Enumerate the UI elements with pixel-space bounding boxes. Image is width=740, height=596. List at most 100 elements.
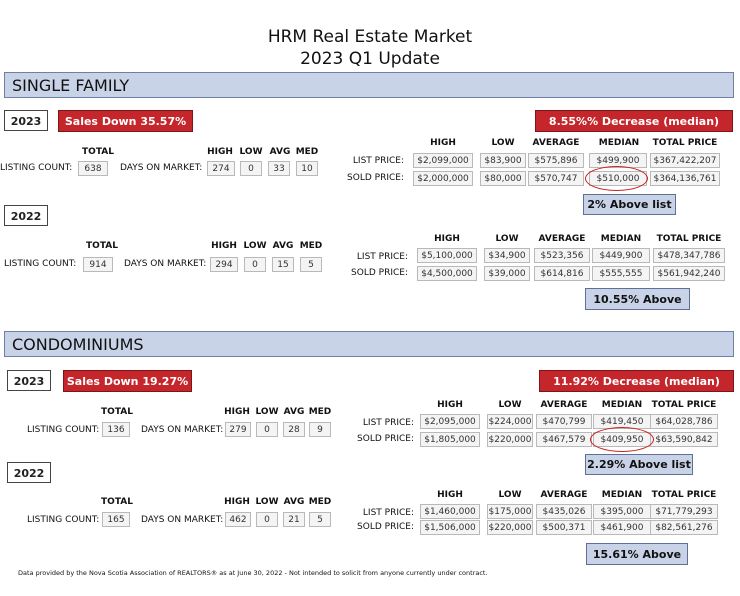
list-price-label: LIST PRICE:	[362, 508, 414, 518]
header-price-low: LOW	[498, 490, 522, 500]
above-note: 15.61% Above	[586, 543, 688, 565]
dom-high: 294	[210, 257, 238, 272]
header-total: TOTAL	[101, 497, 133, 507]
dom-med: 10	[296, 161, 318, 176]
dom-med: 5	[300, 257, 322, 272]
sold-median: $555,555	[592, 266, 650, 281]
sold-price-label: SOLD PRICE:	[357, 522, 414, 532]
listing-count-label: LISTING COUNT:	[27, 425, 100, 435]
days-on-market-label: DAYS ON MARKET:	[141, 425, 224, 435]
header-total: TOTAL	[86, 241, 118, 251]
sold-total: $364,136,761	[650, 171, 720, 186]
sold-high: $1,805,000	[420, 432, 480, 447]
list-total: $64,028,786	[650, 414, 718, 429]
header-med: MED	[295, 147, 319, 157]
dom-low: 0	[240, 161, 262, 176]
sales-down-badge: Sales Down 35.57%	[58, 110, 193, 132]
header-price-total: TOTAL PRICE	[651, 400, 717, 410]
list-average: $575,896	[528, 153, 584, 168]
header-avg: AVG	[272, 241, 294, 251]
sold-total: $63,590,842	[650, 432, 718, 447]
listing-count-label: LISTING COUNT:	[27, 515, 100, 525]
dom-med: 5	[309, 512, 331, 527]
dom-high: 462	[225, 512, 251, 527]
listing-count-value: 638	[78, 161, 108, 176]
header-price-average: AVERAGE	[538, 234, 586, 244]
sold-average: $570,747	[528, 171, 584, 186]
section-heading-single-family: SINGLE FAMILY	[4, 72, 734, 98]
dom-avg: 33	[268, 161, 290, 176]
listing-count-value: 914	[83, 257, 113, 272]
sales-down-badge: Sales Down 19.27%	[63, 370, 192, 392]
sold-low: $220,000	[487, 520, 533, 535]
header-price-average: AVERAGE	[540, 490, 588, 500]
list-median: $449,900	[592, 248, 650, 263]
sold-high: $1,506,000	[420, 520, 480, 535]
list-low: $83,900	[480, 153, 526, 168]
dom-high: 279	[225, 422, 251, 437]
header-price-low: LOW	[498, 400, 522, 410]
list-average: $435,026	[536, 504, 592, 519]
year-label-2023: 2023	[7, 370, 51, 391]
header-price-high: HIGH	[437, 400, 463, 410]
listing-count-value: 136	[102, 422, 130, 437]
header-high: HIGH	[224, 407, 250, 417]
header-price-total: TOTAL PRICE	[651, 490, 717, 500]
median-highlight-circle	[585, 166, 648, 191]
sold-price-label: SOLD PRICE:	[357, 434, 414, 444]
dom-avg: 21	[283, 512, 305, 527]
header-high: HIGH	[207, 147, 233, 157]
header-price-median: MEDIAN	[598, 138, 640, 148]
sold-low: $80,000	[480, 171, 526, 186]
list-average: $470,799	[536, 414, 592, 429]
sold-median: $461,900	[593, 520, 651, 535]
list-average: $523,356	[534, 248, 590, 263]
header-price-low: LOW	[495, 234, 519, 244]
header-avg: AVG	[283, 407, 305, 417]
sold-average: $614,816	[534, 266, 590, 281]
list-price-label: LIST PRICE:	[352, 156, 404, 166]
sold-average: $467,579	[536, 432, 592, 447]
header-low: LOW	[255, 497, 279, 507]
sold-total: $561,942,240	[653, 266, 725, 281]
list-median: $395,000	[593, 504, 651, 519]
header-price-median: MEDIAN	[601, 400, 643, 410]
header-med: MED	[308, 497, 332, 507]
header-med: MED	[308, 407, 332, 417]
header-price-total: TOTAL PRICE	[656, 234, 722, 244]
days-on-market-label: DAYS ON MARKET:	[141, 515, 224, 525]
list-total: $71,779,293	[650, 504, 718, 519]
dom-med: 9	[309, 422, 331, 437]
header-price-median: MEDIAN	[600, 234, 642, 244]
list-high: $2,099,000	[413, 153, 473, 168]
section-heading-condominiums: CONDOMINIUMS	[4, 331, 734, 357]
sold-price-label: SOLD PRICE:	[347, 173, 404, 183]
header-low: LOW	[243, 241, 267, 251]
header-price-high: HIGH	[437, 490, 463, 500]
header-high: HIGH	[211, 241, 237, 251]
above-list-note: 2% Above list	[583, 194, 676, 215]
header-price-total: TOTAL PRICE	[652, 138, 718, 148]
list-low: $34,900	[484, 248, 530, 263]
dom-avg: 28	[283, 422, 305, 437]
header-high: HIGH	[224, 497, 250, 507]
year-label-2022: 2022	[7, 462, 51, 483]
above-note: 10.55% Above	[585, 288, 690, 310]
listing-count-label: LISTING COUNT:	[4, 259, 77, 269]
header-price-high: HIGH	[434, 234, 460, 244]
sold-price-label: SOLD PRICE:	[351, 268, 408, 278]
page-subtitle: 2023 Q1 Update	[300, 49, 440, 69]
header-total: TOTAL	[101, 407, 133, 417]
dom-low: 0	[256, 422, 278, 437]
header-avg: AVG	[269, 147, 291, 157]
list-price-label: LIST PRICE:	[356, 252, 408, 262]
sold-average: $500,371	[536, 520, 592, 535]
list-high: $1,460,000	[420, 504, 480, 519]
listing-count-value: 165	[102, 512, 130, 527]
header-price-average: AVERAGE	[540, 400, 588, 410]
list-high: $2,095,000	[420, 414, 480, 429]
list-low: $224,000	[487, 414, 533, 429]
year-label-2022: 2022	[4, 205, 48, 226]
header-total: TOTAL	[82, 147, 114, 157]
header-avg: AVG	[283, 497, 305, 507]
